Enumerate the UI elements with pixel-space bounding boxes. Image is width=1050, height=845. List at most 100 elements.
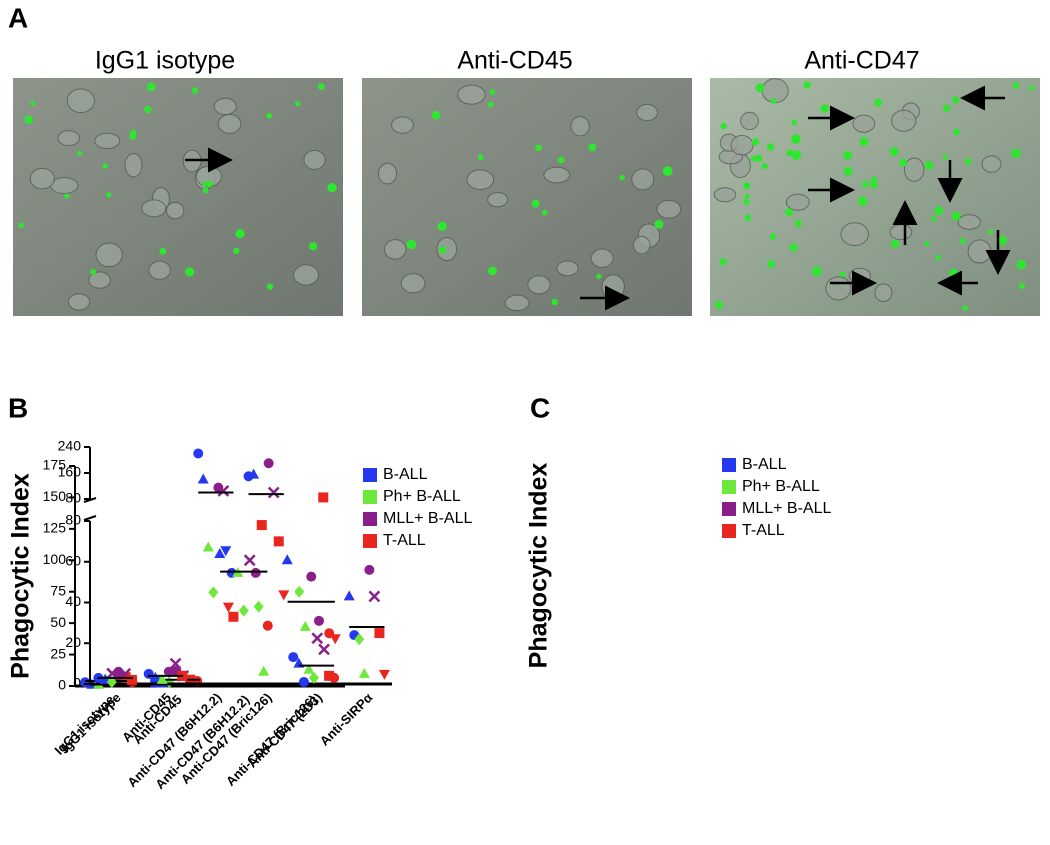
cell (377, 162, 398, 185)
fluorescent-cell (235, 228, 245, 239)
y-tick-label: 0 (73, 675, 81, 691)
fluorescent-cell (842, 150, 853, 160)
fluorescent-cell (811, 266, 822, 277)
dot (150, 677, 161, 688)
fluorescent-cell (1016, 259, 1027, 270)
image-title: Anti-CD45 (457, 47, 572, 75)
dot (253, 600, 264, 613)
image-title: IgG1 isotype (95, 47, 235, 75)
fluorescent-cell (889, 146, 899, 156)
legend-swatch (363, 512, 377, 526)
fluorescent-cell (437, 221, 447, 232)
y-tick-label: 150 (43, 488, 67, 504)
y-tick-label: 240 (58, 438, 82, 454)
fluorescent-cell (951, 211, 961, 221)
dot (298, 676, 309, 687)
cell (957, 214, 982, 230)
fluorescent-cell (206, 180, 213, 188)
cell (67, 293, 91, 311)
dot (156, 673, 168, 684)
legend-swatch (363, 534, 377, 548)
fluorescent-cell (619, 175, 625, 181)
fluorescent-cell (786, 149, 794, 157)
cell (981, 155, 1002, 173)
y-tick-label: 0 (58, 677, 66, 693)
fluorescent-cell (899, 158, 908, 167)
y-tick-label: 40 (65, 593, 81, 609)
legend-label: B-ALL (742, 456, 787, 473)
fluorescent-cell (1018, 282, 1026, 290)
y-tick-label: 125 (43, 520, 67, 536)
cell (840, 222, 870, 247)
cell (891, 109, 917, 132)
fluorescent-cell (551, 298, 558, 306)
fluorescent-cell (755, 83, 765, 93)
fluorescent-cell (857, 196, 868, 206)
fluorescent-cell (266, 283, 274, 290)
dot (256, 520, 267, 531)
fluorescent-cell (751, 138, 760, 146)
cell (466, 169, 495, 191)
dot (193, 448, 204, 459)
cell (165, 201, 185, 220)
cell (95, 242, 123, 268)
fluorescent-cell (185, 267, 195, 277)
fluorescent-cell (839, 271, 846, 277)
fluorescent-cell (962, 305, 969, 311)
fluorescent-cell (949, 268, 958, 278)
fluorescent-cell (76, 150, 83, 156)
cell (848, 267, 872, 284)
dot (258, 665, 270, 676)
fluorescent-cell (942, 104, 951, 112)
dot (197, 473, 209, 484)
panel-label: A (8, 2, 28, 33)
fluorescent-cell (720, 122, 727, 130)
arrows (185, 85, 1011, 311)
cell (631, 168, 655, 191)
fluorescent-cell (870, 176, 877, 183)
legend-label: MLL+ B-ALL (742, 500, 831, 517)
cell (601, 274, 625, 300)
fluorescent-cell (233, 247, 240, 255)
dot (106, 675, 117, 688)
cell (29, 167, 55, 190)
cell (590, 248, 614, 268)
dot (213, 482, 224, 493)
y-tick-label: 25 (50, 645, 66, 661)
dot (222, 602, 234, 613)
fluorescent-cell (924, 240, 930, 247)
y-tick-label: 80 (65, 490, 81, 506)
fluorescent-cell (662, 166, 673, 176)
cell (66, 88, 95, 114)
fluorescent-cell (541, 209, 548, 216)
fluorescent-cell (24, 115, 33, 125)
fluorescent-cell (861, 180, 869, 188)
dot (278, 590, 290, 601)
fluorescent-cell (964, 158, 972, 166)
dot (318, 492, 329, 503)
cell (217, 114, 242, 134)
fluorescent-cell (90, 268, 97, 275)
cell (874, 283, 893, 303)
fluorescent-cell (715, 301, 724, 310)
cell (148, 260, 171, 280)
micrograph (710, 78, 1040, 316)
x-tick-label: IgG1 isotype (58, 690, 124, 756)
dot (329, 672, 340, 683)
fluorescent-cell (874, 98, 883, 107)
cell (94, 132, 121, 150)
legend-swatch (363, 468, 377, 482)
dot (281, 554, 293, 565)
fluorescent-cell (959, 237, 966, 244)
dot (263, 458, 274, 469)
fluorescent-cell (191, 87, 199, 94)
fluorescent-cell (309, 242, 318, 251)
y-tick-label: 80 (65, 512, 81, 528)
cell (213, 97, 237, 116)
fluorescent-cell (769, 233, 777, 240)
y-tick-label: 100 (43, 551, 67, 567)
y-tick-label: 50 (50, 614, 66, 630)
fluorescent-cell (767, 260, 776, 269)
fluorescent-cell (596, 273, 602, 280)
